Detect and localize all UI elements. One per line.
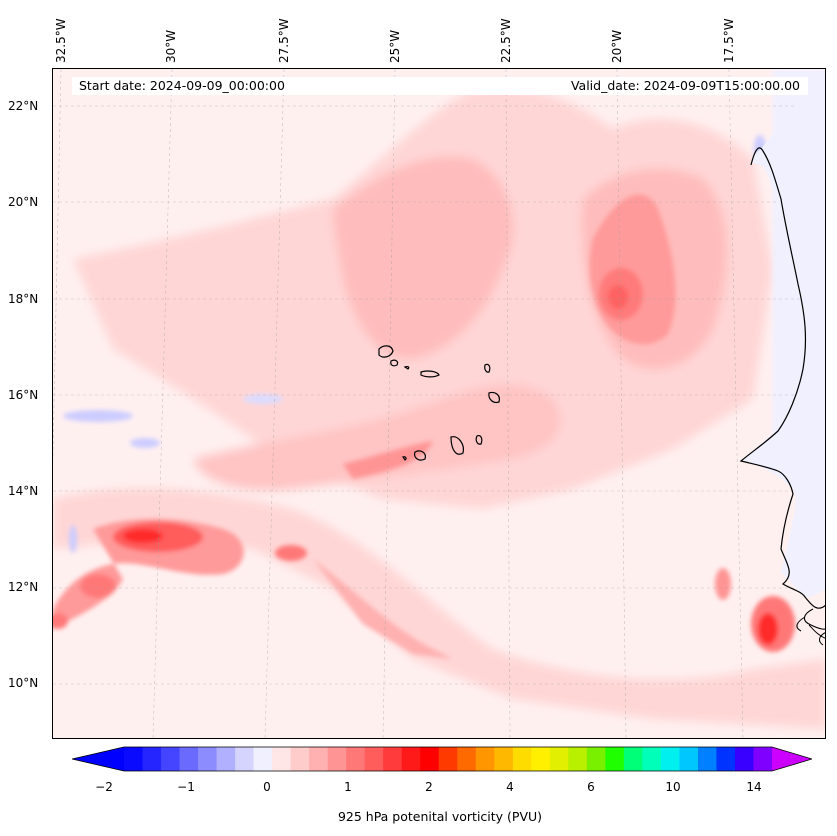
colorbar-cell [753,747,773,771]
lon-label-30w: 30°W [164,29,178,63]
colorbar-cell [309,747,329,771]
colorbar-tick-14: 14 [746,780,762,794]
lon-label-25w: 25°W [388,29,402,63]
colorbar-cell [475,747,495,771]
graticule [53,69,825,738]
colorbar-cell [383,747,403,771]
colorbar-cell [605,747,625,771]
colorbar [72,746,812,772]
colorbar-cell [235,747,255,771]
colorbar-under-arrow [72,747,124,771]
lon-label-20w: 20°W [610,29,624,63]
colorbar-tick-2: 2 [425,780,433,794]
cape-verde-islands [378,345,500,461]
colorbar-cell [438,747,458,771]
date-info-bar: Start date: 2024-09-09_00:00:00 Valid_da… [72,77,808,95]
colorbar-tick-6: 6 [587,780,595,794]
colorbar-cell [549,747,569,771]
lat-label-22n: 22°N [8,99,39,113]
colorbar-cell [327,747,347,771]
colorbar-cell [290,747,310,771]
colorbar-cell [697,747,717,771]
colorbar-cell [161,747,181,771]
colorbar-cell [642,747,662,771]
colorbar-cell [401,747,421,771]
coast-sierra-leone [808,624,825,646]
coast-bissau [803,608,825,630]
colorbar-tick-10: 10 [665,780,681,794]
africa-coastline [743,71,825,598]
lat-label-10n: 10°N [8,676,39,690]
colorbar-tick-0: 0 [263,780,271,794]
lat-label-20n: 20°N [8,195,39,209]
colorbar-cell [198,747,218,771]
colorbar-tick-neg1: −1 [177,780,195,794]
colorbar-tick-neg2: −2 [95,780,113,794]
colorbar-cell [623,747,643,771]
africa-coastline-line [739,147,825,609]
start-date-label: Start date: 2024-09-09_00:00:00 [79,78,285,93]
colorbar-cell [531,747,551,771]
colorbar-cell [679,747,699,771]
lat-label-18n: 18°N [8,292,39,306]
colorbar-tick-4: 4 [506,780,514,794]
colorbar-cell [586,747,606,771]
pv-contours-low [53,86,825,729]
pv-field-map [53,69,825,738]
lon-label-32-5w: 32.5°W [54,18,68,63]
colorbar-cell [253,747,273,771]
colorbar-cell [494,747,514,771]
lat-label-16n: 16°N [8,388,39,402]
colorbar-cell [346,747,366,771]
colorbar-title: 925 hPa potenital vorticity (PVU) [337,809,543,824]
colorbar-cell [512,747,532,771]
lon-label-27-5w: 27.5°W [277,18,291,63]
colorbar-over-arrow [772,747,812,771]
lon-label-17-5w: 17.5°W [722,18,736,63]
coast-guinea-islands [796,616,806,632]
colorbar-cell [272,747,292,771]
valid-date-label: Valid_date: 2024-09-09T15:00:00.00 [570,78,800,93]
map-panel [52,68,826,739]
colorbar-cell [660,747,680,771]
colorbar-cell [179,747,199,771]
colorbar-cell [716,747,736,771]
colorbar-cell [216,747,236,771]
colorbar-cell [364,747,384,771]
colorbar-cell [734,747,754,771]
colorbar-cells [124,747,773,771]
colorbar-cell [568,747,588,771]
colorbar-cell [457,747,477,771]
colorbar-cell [124,747,144,771]
lat-label-12n: 12°N [8,580,39,594]
colorbar-cell [142,747,162,771]
lat-label-14n: 14°N [8,484,39,498]
lon-label-22-5w: 22.5°W [499,18,513,63]
colorbar-tick-1: 1 [344,780,352,794]
colorbar-cell [420,747,440,771]
